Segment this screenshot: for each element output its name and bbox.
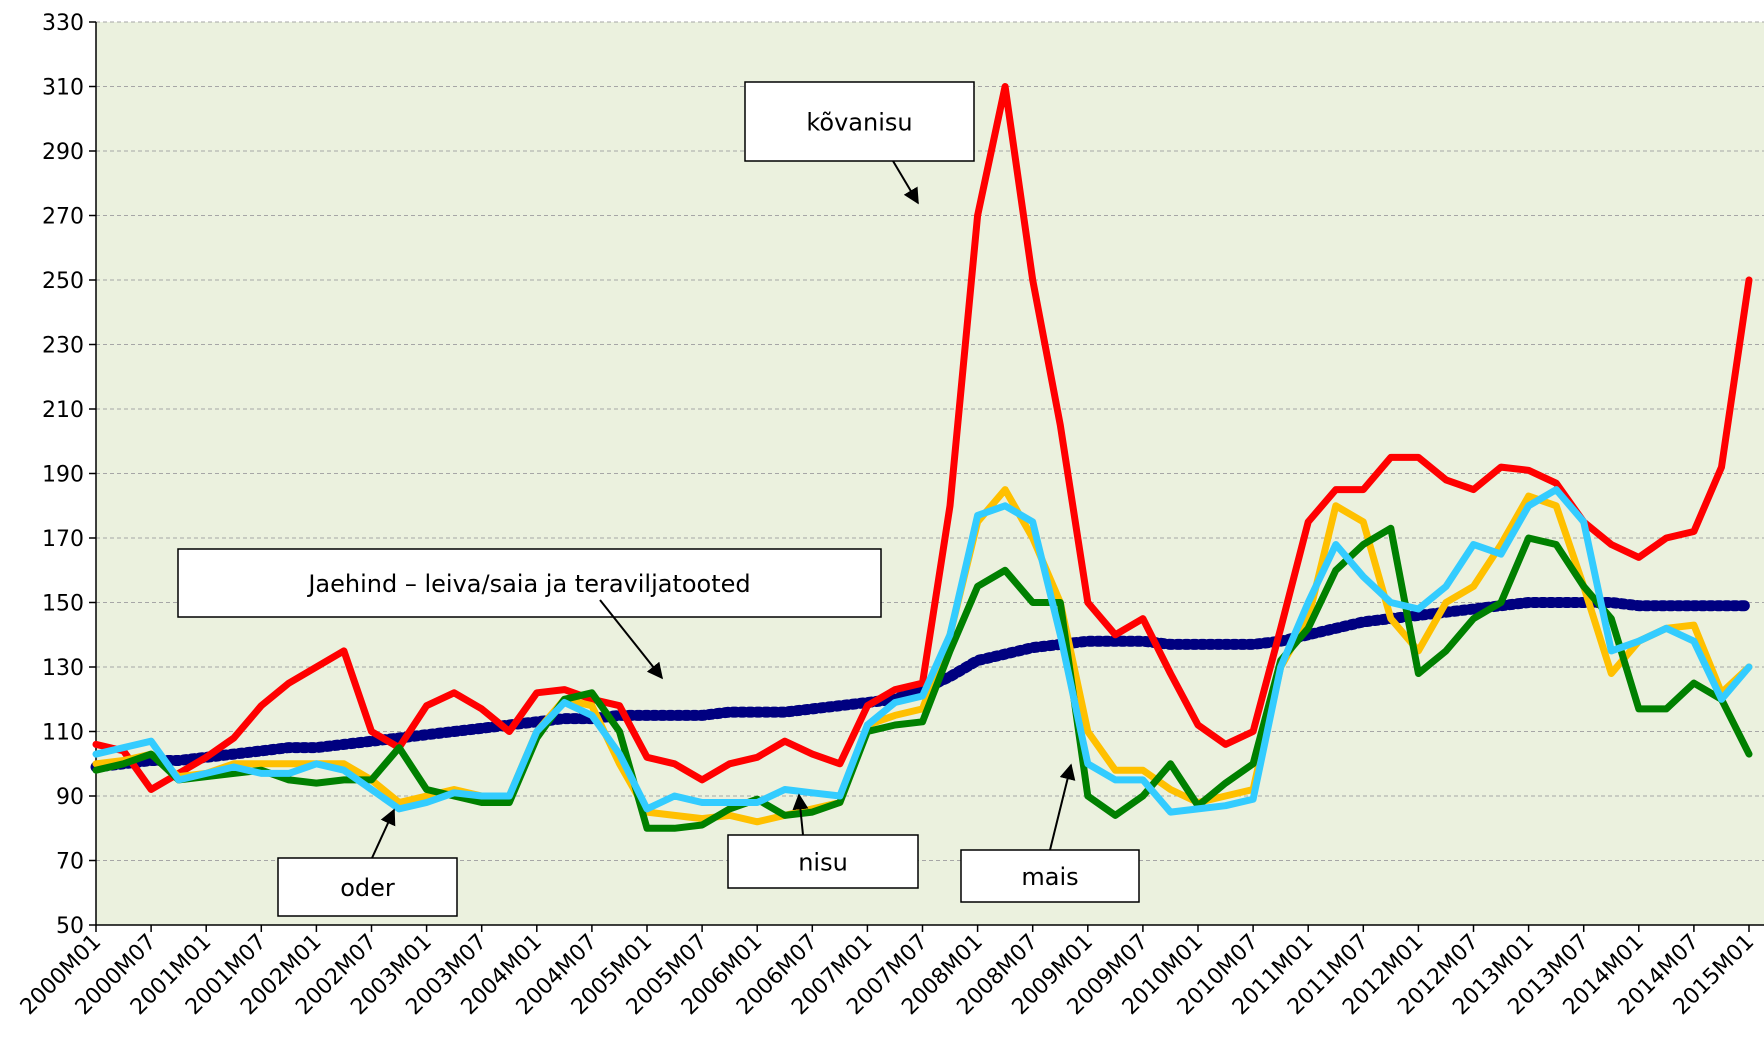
y-tick-label: 310 [42,76,84,101]
annotation-label: Jaehind – leiva/saia ja teraviljatooted [306,570,750,598]
series-line [92,486,1753,816]
annotation-arrow [892,160,919,205]
y-tick-label: 50 [56,914,84,939]
annotation-label: nisu [798,849,848,877]
annotation-box [277,857,458,917]
annotation-label: oder [340,874,395,902]
y-tick-label: 70 [56,850,84,875]
y-tick-label: 290 [42,140,84,165]
y-tick-label: 230 [42,334,84,359]
series-line [92,524,1753,832]
y-tick-label: 190 [42,463,84,488]
annotation-arrow [599,599,663,680]
y-tick-label: 110 [42,721,84,746]
annotation-box [727,834,919,889]
y-tick-label: 250 [42,269,84,294]
series-line [92,83,1753,793]
y-tick-label: 330 [42,11,84,36]
y-tick-label: 210 [42,398,84,423]
y-tick-label: 130 [42,656,84,681]
annotation-box [960,849,1140,903]
y-tick-label: 270 [42,205,84,230]
y-tick-label: 170 [42,527,84,552]
y-tick-label: 150 [42,592,84,617]
annotation-arrow [371,808,396,859]
annotation-box [744,81,975,162]
annotation-label: kõvanisu [806,109,912,137]
annotation-label: mais [1021,863,1078,891]
y-tick-label: 90 [56,785,84,810]
annotation-arrow [1049,763,1076,851]
annotation-arrow [792,793,809,836]
annotation-box [177,548,882,618]
